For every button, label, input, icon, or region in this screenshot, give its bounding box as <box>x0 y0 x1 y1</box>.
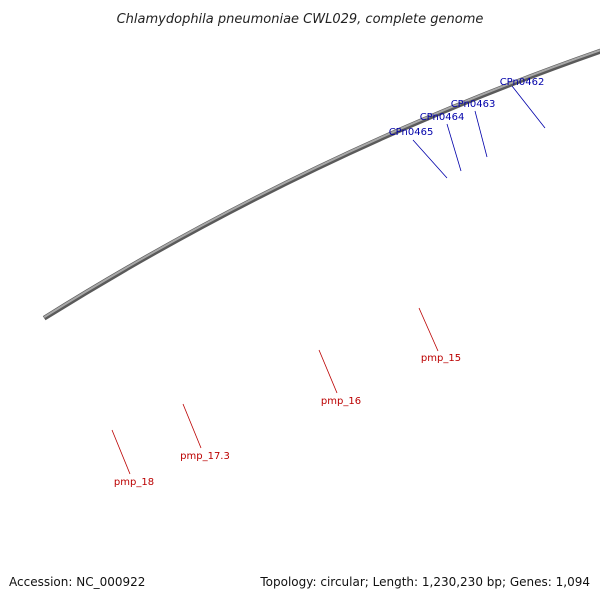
genome-backbone <box>42 48 600 321</box>
gene-labels: CPn0462 CPn0463 CPn0464 CPn0465 pmp_15 pmp_16… <box>114 77 544 488</box>
topology-summary: Topology: circular; Length: 1,230,230 bp… <box>259 575 590 589</box>
reverse-leader-line <box>318 349 338 394</box>
reverse-leader-line <box>418 307 439 352</box>
reverse-gene-label: pmp_15 <box>421 353 461 364</box>
reverse-gene-label: pmp_18 <box>114 477 154 488</box>
forward-gene-label: CPn0464 <box>420 112 465 123</box>
forward-leader-line <box>412 139 448 179</box>
forward-leader-line <box>511 85 546 129</box>
forward-gene-label: CPn0462 <box>500 77 545 88</box>
reverse-leader-line <box>111 429 131 475</box>
map-title: Chlamydophila pneumoniae CWL029, complet… <box>117 12 484 27</box>
label-leaders <box>111 85 546 475</box>
accession-text: Accession: NC_000922 <box>9 575 145 589</box>
forward-leader-line <box>446 123 462 172</box>
reverse-gene-label: pmp_16 <box>321 396 361 407</box>
reverse-gene-label: pmp_17.3 <box>180 451 230 462</box>
reverse-leader-line <box>182 403 202 449</box>
forward-leader-line <box>474 110 488 158</box>
forward-gene-label: CPn0465 <box>389 127 434 138</box>
forward-gene-label: CPn0463 <box>451 99 496 110</box>
